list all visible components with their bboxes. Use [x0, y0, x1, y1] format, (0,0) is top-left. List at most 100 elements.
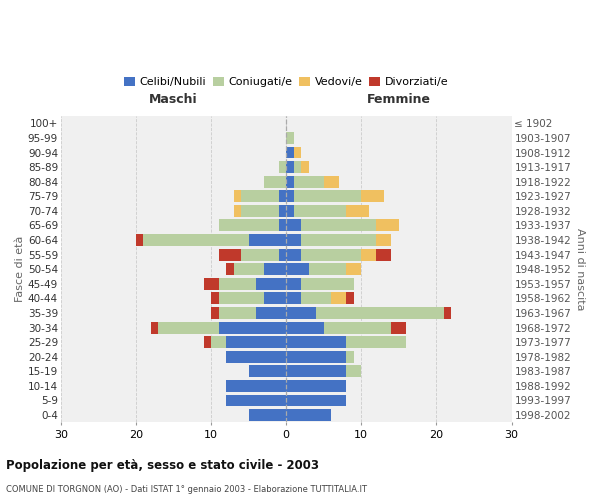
Bar [286, 234, 376, 246]
Bar [248, 409, 286, 421]
Bar [301, 161, 309, 173]
Bar [286, 263, 346, 275]
Bar [241, 190, 286, 202]
Bar [286, 146, 294, 158]
Bar [203, 278, 218, 290]
Bar [286, 263, 309, 275]
Bar [286, 278, 354, 290]
Bar [286, 380, 346, 392]
Bar [331, 292, 346, 304]
Bar [278, 248, 286, 260]
Bar [286, 394, 346, 406]
Bar [211, 292, 218, 304]
Bar [151, 322, 158, 334]
Bar [376, 234, 391, 246]
Bar [286, 278, 301, 290]
Bar [233, 263, 286, 275]
Bar [286, 205, 346, 217]
Bar [233, 205, 241, 217]
Bar [218, 322, 286, 334]
Bar [286, 176, 294, 188]
Bar [286, 336, 346, 348]
Bar [248, 409, 286, 421]
Bar [218, 292, 286, 304]
Bar [263, 263, 286, 275]
Bar [286, 190, 361, 202]
Bar [286, 292, 331, 304]
Bar [278, 205, 286, 217]
Bar [263, 292, 286, 304]
Bar [286, 380, 346, 392]
Bar [226, 350, 286, 362]
Bar [218, 307, 286, 319]
Bar [346, 205, 369, 217]
Bar [286, 146, 294, 158]
Bar [346, 292, 354, 304]
Bar [286, 409, 331, 421]
Bar [256, 278, 286, 290]
Bar [376, 248, 391, 260]
Text: COMUNE DI TORGNON (AO) - Dati ISTAT 1° gennaio 2003 - Elaborazione TUTTITALIA.IT: COMUNE DI TORGNON (AO) - Dati ISTAT 1° g… [6, 485, 367, 494]
Text: Maschi: Maschi [149, 93, 198, 106]
Bar [391, 322, 406, 334]
Y-axis label: Fasce di età: Fasce di età [15, 236, 25, 302]
Bar [278, 190, 286, 202]
Text: Femmine: Femmine [367, 93, 431, 106]
Bar [248, 366, 286, 378]
Bar [286, 307, 444, 319]
Bar [286, 322, 391, 334]
Bar [346, 263, 361, 275]
Bar [361, 248, 376, 260]
Bar [226, 263, 233, 275]
Bar [241, 205, 286, 217]
Bar [203, 336, 211, 348]
Bar [226, 380, 286, 392]
Bar [286, 220, 301, 232]
Bar [218, 220, 286, 232]
Bar [286, 248, 361, 260]
Bar [226, 394, 286, 406]
Bar [286, 322, 324, 334]
Bar [294, 146, 301, 158]
Bar [143, 234, 286, 246]
Bar [211, 307, 218, 319]
Bar [286, 234, 301, 246]
Bar [278, 220, 286, 232]
Y-axis label: Anni di nascita: Anni di nascita [575, 228, 585, 310]
Bar [361, 190, 384, 202]
Bar [248, 234, 286, 246]
Bar [286, 366, 361, 378]
Bar [241, 248, 286, 260]
Bar [286, 394, 346, 406]
Bar [136, 234, 143, 246]
Bar [278, 161, 286, 173]
Bar [286, 190, 294, 202]
Bar [286, 248, 301, 260]
Bar [286, 292, 301, 304]
Bar [211, 336, 286, 348]
Bar [256, 307, 286, 319]
Bar [226, 380, 286, 392]
Bar [286, 161, 294, 173]
Bar [286, 366, 346, 378]
Bar [218, 278, 286, 290]
Bar [324, 176, 339, 188]
Bar [286, 350, 354, 362]
Bar [286, 161, 301, 173]
Bar [286, 350, 346, 362]
Bar [218, 248, 241, 260]
Bar [376, 220, 399, 232]
Bar [286, 409, 331, 421]
Bar [286, 205, 294, 217]
Text: Popolazione per età, sesso e stato civile - 2003: Popolazione per età, sesso e stato civil… [6, 460, 319, 472]
Bar [263, 176, 286, 188]
Bar [286, 176, 324, 188]
Bar [248, 366, 286, 378]
Bar [286, 132, 294, 144]
Bar [233, 190, 241, 202]
Bar [444, 307, 451, 319]
Bar [286, 336, 406, 348]
Bar [226, 350, 286, 362]
Legend: Celibi/Nubili, Coniugati/e, Vedovi/e, Divorziati/e: Celibi/Nubili, Coniugati/e, Vedovi/e, Di… [119, 72, 453, 92]
Bar [158, 322, 286, 334]
